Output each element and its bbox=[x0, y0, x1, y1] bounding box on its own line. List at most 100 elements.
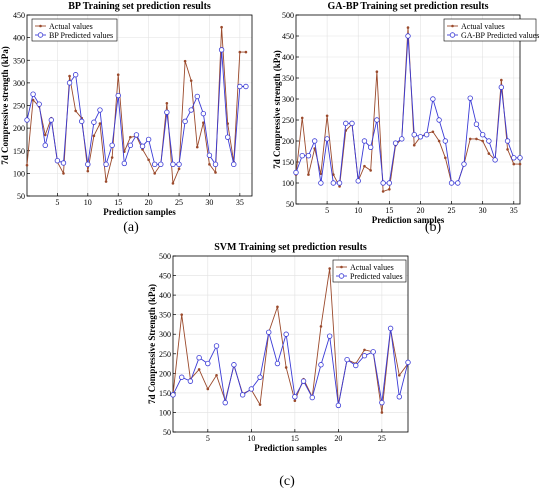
x-tick-label: 5 bbox=[325, 206, 329, 215]
data-point-predicted bbox=[218, 47, 225, 53]
data-point-actual bbox=[481, 139, 484, 143]
data-point-actual bbox=[319, 172, 323, 176]
data-point-predicted bbox=[374, 117, 380, 123]
data-point-predicted bbox=[205, 360, 211, 367]
x-tick-label: 25 bbox=[175, 198, 183, 207]
x-tick-label: 10 bbox=[247, 434, 255, 443]
data-point-predicted bbox=[344, 356, 350, 363]
data-point-actual bbox=[165, 101, 169, 105]
x-axis-label: Prediction samples bbox=[103, 207, 176, 217]
y-tick-label: 300 bbox=[13, 79, 25, 88]
data-point-predicted bbox=[423, 131, 430, 138]
data-point-predicted bbox=[115, 92, 121, 99]
data-point-actual bbox=[512, 162, 516, 166]
series-line-1 bbox=[172, 328, 409, 406]
data-point-predicted bbox=[349, 120, 355, 127]
y-tick-label: 250 bbox=[282, 116, 294, 125]
data-point-predicted bbox=[380, 180, 386, 186]
y-tick-label: 250 bbox=[159, 350, 171, 359]
series-line-1 bbox=[26, 49, 246, 166]
data-point-predicted bbox=[257, 374, 263, 380]
data-point-actual bbox=[116, 73, 120, 77]
data-point-predicted bbox=[299, 152, 305, 159]
y-tick-label: 50 bbox=[17, 192, 25, 201]
x-tick-label: 10 bbox=[354, 206, 362, 215]
data-point-predicted bbox=[324, 136, 330, 142]
data-point-predicted bbox=[237, 83, 243, 90]
data-point-actual bbox=[437, 139, 441, 143]
data-point-predicted bbox=[139, 143, 146, 149]
chart-panel-1: 50 100 150 200 250 300 350 400 450 500 5 10 15 20 25 30… bbox=[272, 1, 539, 235]
data-point-predicted bbox=[231, 161, 237, 168]
y-tick-label: 200 bbox=[13, 124, 25, 133]
y-tick-label: 50 bbox=[286, 200, 294, 209]
data-point-actual bbox=[338, 185, 341, 188]
y-tick-label: 450 bbox=[13, 11, 25, 20]
legend-label: BP Predicted values bbox=[49, 31, 113, 40]
data-point-predicted bbox=[206, 152, 213, 158]
data-point-actual bbox=[444, 156, 447, 160]
data-point-predicted bbox=[386, 180, 393, 186]
data-point-actual bbox=[195, 145, 199, 149]
series-line-1 bbox=[295, 35, 520, 184]
x-tick-label: 10 bbox=[84, 198, 92, 207]
y-tick-label: 300 bbox=[282, 95, 294, 104]
legend-box bbox=[31, 18, 118, 42]
y-tick-label: 150 bbox=[282, 158, 294, 167]
panel-label: (b) bbox=[425, 220, 442, 235]
y-tick-label: 150 bbox=[13, 147, 25, 156]
x-tick-label: 5 bbox=[55, 198, 59, 207]
data-point-predicted bbox=[392, 140, 399, 146]
data-point-predicted bbox=[473, 121, 480, 127]
data-point-predicted bbox=[417, 134, 424, 140]
chart-title: GA-BP Training set prediction results bbox=[328, 1, 489, 12]
data-point-actual bbox=[431, 130, 435, 134]
legend-label: Actual values bbox=[49, 22, 93, 31]
data-point-predicted bbox=[79, 118, 85, 125]
data-point-predicted bbox=[213, 343, 220, 349]
data-point-predicted bbox=[239, 392, 246, 398]
data-point-actual bbox=[487, 152, 491, 155]
y-axis-label: 7d Compressive strength (kPa) bbox=[0, 46, 10, 164]
data-point-actual bbox=[208, 163, 211, 166]
y-axis-label: 7d Compressive strength (kPa) bbox=[272, 50, 282, 168]
data-point-predicted bbox=[36, 101, 42, 107]
data-point-predicted bbox=[318, 362, 324, 368]
data-point-actual bbox=[62, 172, 65, 175]
data-point-predicted bbox=[330, 180, 337, 186]
data-point-predicted bbox=[164, 109, 170, 115]
data-point-predicted bbox=[109, 142, 115, 149]
data-point-predicted bbox=[266, 329, 272, 335]
legend-label: Predicted values bbox=[350, 272, 403, 281]
data-point-predicted bbox=[442, 138, 449, 144]
data-point-predicted bbox=[274, 360, 281, 367]
data-point-actual bbox=[206, 387, 210, 391]
data-point-actual bbox=[319, 325, 323, 328]
x-tick-label: 15 bbox=[114, 198, 122, 207]
chart-title: BP Training set prediction results bbox=[68, 1, 211, 12]
data-point-predicted bbox=[91, 119, 97, 125]
panel-label: (c) bbox=[279, 474, 295, 489]
data-point-actual bbox=[363, 164, 366, 168]
data-point-actual bbox=[238, 50, 242, 54]
data-point-predicted bbox=[292, 394, 298, 400]
data-point-actual bbox=[475, 137, 478, 141]
x-axis-label: Prediction samples bbox=[372, 215, 445, 225]
data-point-predicted bbox=[54, 158, 61, 164]
legend-marker bbox=[451, 24, 454, 28]
y-tick-label: 500 bbox=[159, 252, 171, 261]
data-point-predicted bbox=[170, 161, 176, 168]
y-tick-label: 100 bbox=[159, 408, 171, 417]
data-point-predicted bbox=[283, 331, 289, 337]
data-point-predicted bbox=[361, 138, 368, 144]
data-point-predicted bbox=[170, 392, 176, 398]
data-point-actual bbox=[43, 133, 47, 137]
data-point-predicted bbox=[430, 96, 436, 102]
data-point-actual bbox=[325, 114, 329, 118]
data-point-actual bbox=[506, 148, 509, 151]
x-tick-label: 25 bbox=[378, 434, 386, 443]
legend-marker bbox=[37, 32, 44, 38]
data-point-predicted bbox=[66, 80, 73, 86]
data-point-actual bbox=[98, 122, 102, 125]
